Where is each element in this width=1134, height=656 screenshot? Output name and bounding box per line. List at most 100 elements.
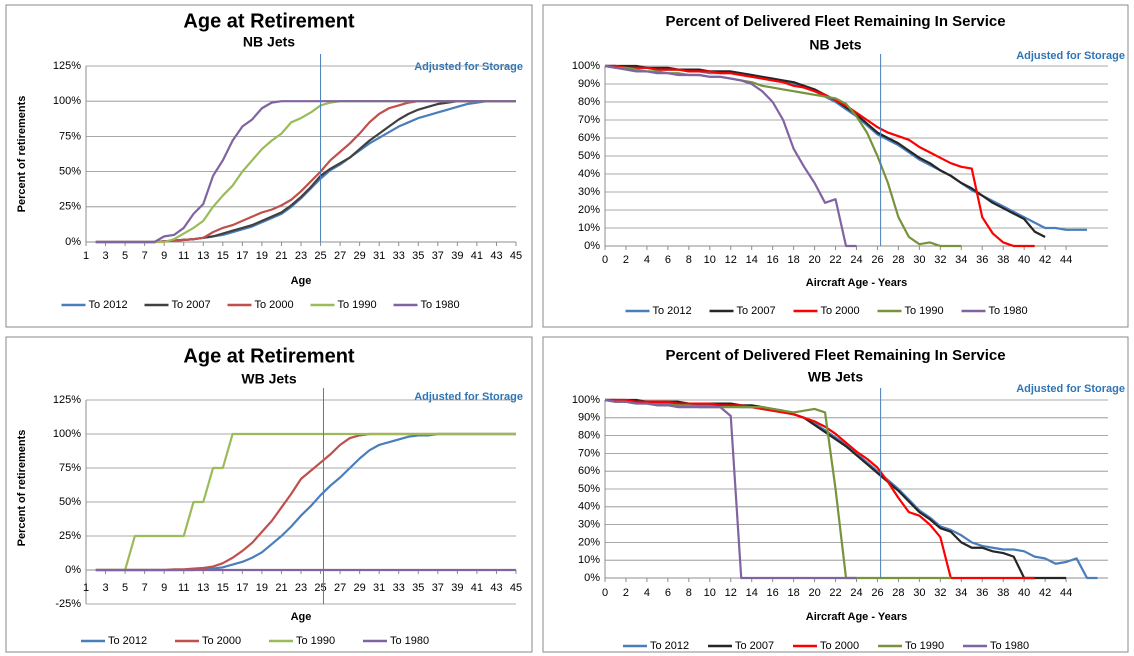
y-tick-label: 60% <box>578 132 600 144</box>
y-tick-label: 80% <box>578 430 600 442</box>
x-tick-label: 6 <box>665 254 671 266</box>
x-tick-label: 41 <box>471 582 483 594</box>
chart-title: Percent of Delivered Fleet Remaining In … <box>665 347 1005 364</box>
y-tick-label: 40% <box>578 501 600 513</box>
x-axis-label: Age <box>291 611 312 623</box>
x-tick-label: 40 <box>1018 587 1030 599</box>
x-tick-label: 15 <box>217 582 229 594</box>
x-tick-label: 14 <box>746 587 758 599</box>
x-tick-label: 24 <box>850 254 862 266</box>
x-tick-label: 42 <box>1039 587 1051 599</box>
x-tick-label: 37 <box>432 250 444 262</box>
x-tick-label: 6 <box>665 587 671 599</box>
x-tick-label: 43 <box>490 582 502 594</box>
legend-label: To 1980 <box>990 640 1029 652</box>
x-tick-label: 30 <box>913 587 925 599</box>
x-tick-label: 36 <box>976 254 988 266</box>
legend-label: To 2012 <box>653 305 692 317</box>
chart-title: Age at Retirement <box>183 345 354 367</box>
x-tick-label: 10 <box>704 254 716 266</box>
x-tick-label: 11 <box>178 250 189 262</box>
x-tick-label: 36 <box>976 587 988 599</box>
chart-subtitle: NB Jets <box>243 34 295 50</box>
x-tick-label: 19 <box>256 582 268 594</box>
x-tick-label: 23 <box>295 582 307 594</box>
x-tick-label: 0 <box>602 254 608 266</box>
annotation: Adjusted for Storage <box>414 391 523 403</box>
x-tick-label: 3 <box>102 582 108 594</box>
x-tick-label: 17 <box>236 250 248 262</box>
y-tick-label: 10% <box>578 222 600 234</box>
y-axis-label: Percent of retirements <box>16 430 28 547</box>
chart-subtitle: WB Jets <box>241 371 296 387</box>
x-tick-label: 13 <box>197 582 209 594</box>
x-tick-label: 15 <box>217 250 229 262</box>
x-tick-label: 16 <box>767 587 779 599</box>
y-tick-label: 75% <box>59 462 81 474</box>
x-tick-label: 41 <box>471 250 483 262</box>
legend-label: To 2007 <box>737 305 776 317</box>
y-tick-label: 25% <box>59 201 81 213</box>
x-tick-label: 18 <box>788 254 800 266</box>
x-tick-label: 14 <box>746 254 758 266</box>
annotation: Adjusted for Storage <box>1016 383 1125 395</box>
y-tick-label: 125% <box>53 60 81 72</box>
series-line <box>604 64 857 248</box>
x-tick-label: 1 <box>83 250 89 262</box>
chart-subtitle: NB Jets <box>809 37 861 53</box>
y-tick-label: 25% <box>59 530 81 542</box>
x-tick-label: 26 <box>871 587 883 599</box>
chart-title: Age at Retirement <box>183 10 354 32</box>
x-tick-label: 9 <box>161 250 167 262</box>
y-tick-label: 70% <box>578 447 600 459</box>
y-tick-label: 20% <box>578 536 600 548</box>
x-tick-label: 39 <box>451 250 463 262</box>
chart-title: Percent of Delivered Fleet Remaining In … <box>665 13 1005 30</box>
x-tick-label: 0 <box>602 587 608 599</box>
y-tick-label: 80% <box>578 96 600 108</box>
panel-border <box>542 4 1129 328</box>
x-tick-label: 7 <box>142 582 148 594</box>
y-tick-label: 50% <box>578 483 600 495</box>
panel-border <box>5 336 533 653</box>
y-tick-label: 0% <box>65 564 81 576</box>
legend-label: To 1980 <box>390 635 429 647</box>
y-tick-label: -25% <box>55 598 81 610</box>
x-tick-label: 16 <box>767 254 779 266</box>
legend-label: To 1990 <box>296 635 335 647</box>
y-tick-label: 30% <box>578 186 600 198</box>
x-tick-label: 12 <box>725 587 737 599</box>
x-tick-label: 31 <box>373 582 385 594</box>
x-tick-label: 19 <box>256 250 268 262</box>
x-tick-label: 38 <box>997 587 1009 599</box>
y-tick-label: 0% <box>584 572 600 584</box>
chart-subtitle: WB Jets <box>808 369 863 385</box>
y-tick-label: 60% <box>578 465 600 477</box>
x-tick-label: 21 <box>275 582 287 594</box>
legend-label: To 2012 <box>650 640 689 652</box>
series-line <box>605 64 1035 248</box>
x-tick-label: 25 <box>314 250 326 262</box>
x-tick-label: 43 <box>490 250 502 262</box>
x-tick-label: 35 <box>412 250 424 262</box>
x-tick-label: 2 <box>623 254 629 266</box>
x-tick-label: 11 <box>178 582 189 594</box>
x-tick-label: 38 <box>997 254 1009 266</box>
x-tick-label: 4 <box>644 254 650 266</box>
x-tick-label: 8 <box>686 587 692 599</box>
legend-label: To 1980 <box>989 305 1028 317</box>
x-tick-label: 39 <box>451 582 463 594</box>
x-axis-label: Age <box>291 275 312 287</box>
x-tick-label: 24 <box>850 587 862 599</box>
x-tick-label: 34 <box>955 254 967 266</box>
legend-label: To 2000 <box>820 640 859 652</box>
legend-label: To 1990 <box>905 305 944 317</box>
y-tick-label: 10% <box>578 554 600 566</box>
y-tick-label: 40% <box>578 168 600 180</box>
x-tick-label: 7 <box>142 250 148 262</box>
y-tick-label: 0% <box>584 240 600 252</box>
x-tick-label: 26 <box>871 254 883 266</box>
y-tick-label: 100% <box>53 428 81 440</box>
x-tick-label: 27 <box>334 582 346 594</box>
